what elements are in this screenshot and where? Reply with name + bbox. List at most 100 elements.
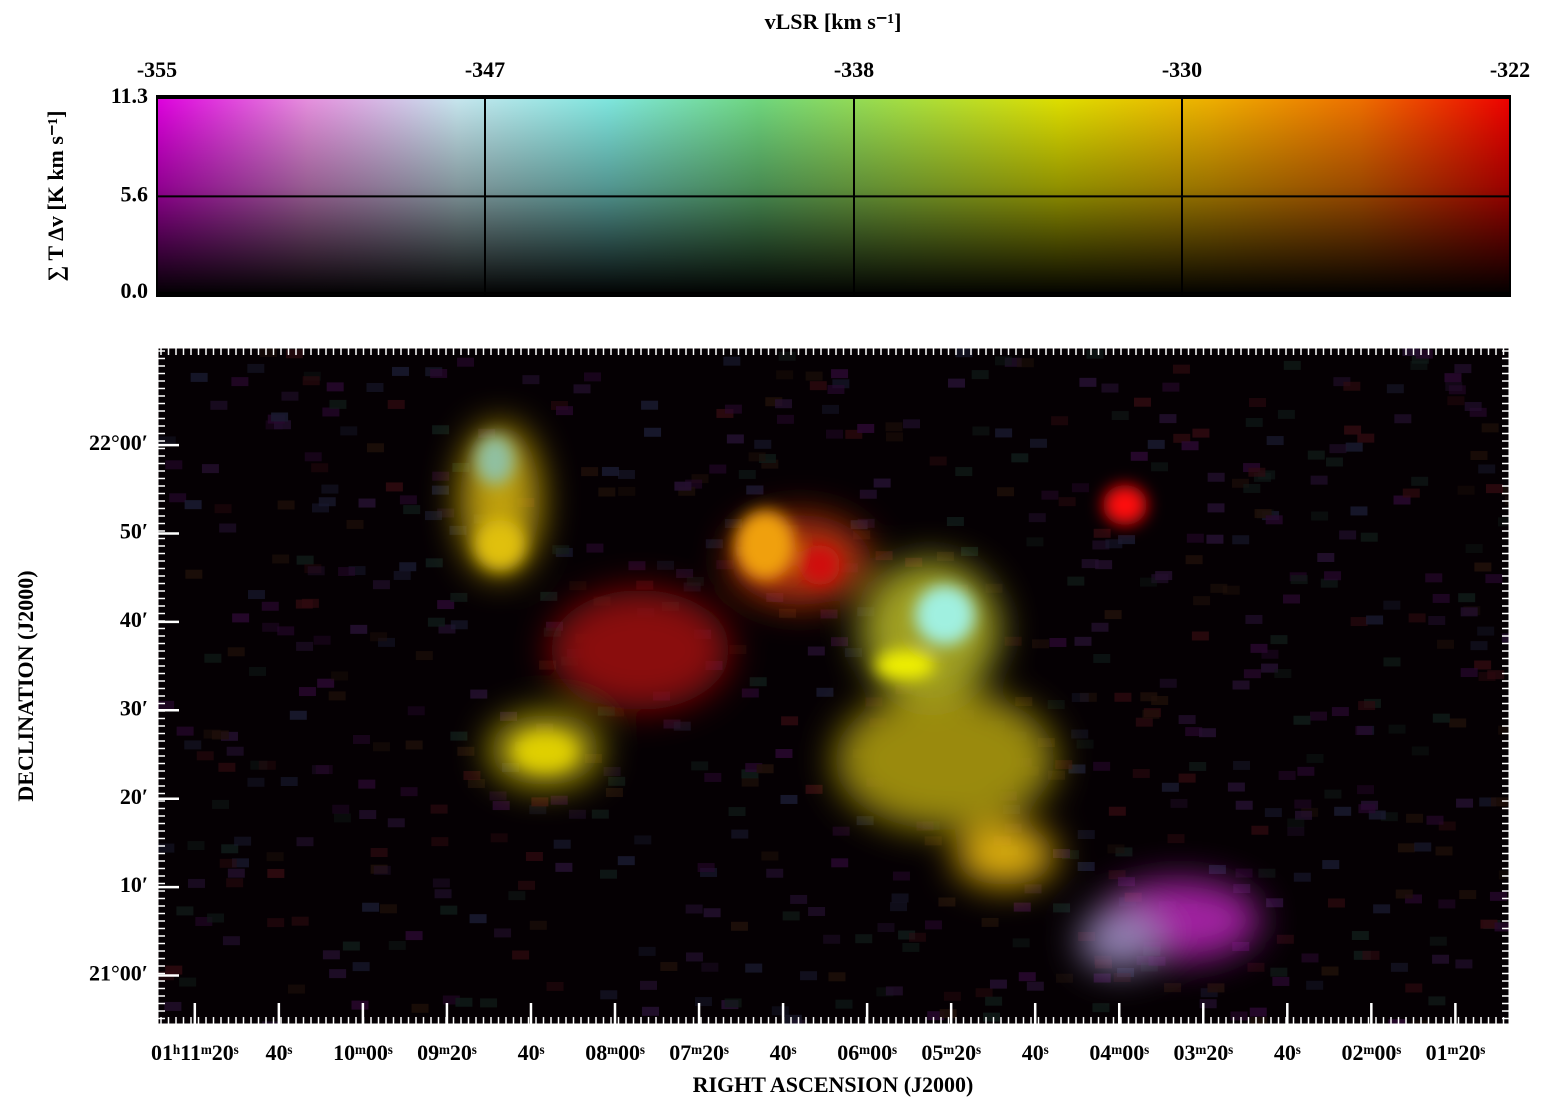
image-noise-pixel xyxy=(1029,513,1046,522)
image-noise-pixel xyxy=(779,352,796,361)
image-noise-pixel xyxy=(1015,697,1032,706)
image-noise-pixel xyxy=(1310,712,1327,721)
image-noise-pixel xyxy=(392,367,409,376)
image-noise-pixel xyxy=(219,524,236,533)
image-noise-pixel xyxy=(1339,530,1356,539)
image-noise-pixel xyxy=(399,562,416,571)
image-noise-pixel xyxy=(930,456,947,465)
image-noise-pixel xyxy=(522,375,539,384)
image-noise-pixel xyxy=(1168,834,1185,843)
image-noise-pixel xyxy=(1250,1008,1267,1017)
image-noise-pixel xyxy=(831,637,848,646)
image-noise-pixel xyxy=(972,426,989,435)
image-noise-pixel xyxy=(1133,769,1150,778)
image-noise-pixel xyxy=(262,623,279,632)
image-noise-pixel xyxy=(440,906,457,915)
image-noise-pixel xyxy=(1362,951,1379,960)
image-noise-pixel xyxy=(569,810,586,819)
image-noise-pixel xyxy=(412,1004,429,1013)
image-noise-pixel xyxy=(428,618,445,627)
image-noise-pixel xyxy=(292,917,309,926)
image-noise-pixel xyxy=(1082,559,1099,568)
image-noise-pixel xyxy=(340,426,357,435)
image-noise-pixel xyxy=(331,671,348,680)
y-tick-label: 22°00′ xyxy=(89,430,148,455)
image-noise-pixel xyxy=(451,620,468,629)
image-noise-pixel xyxy=(1414,843,1431,852)
image-noise-pixel xyxy=(634,835,651,844)
colorbar-x-tick-label: -330 xyxy=(1162,57,1202,82)
image-noise-pixel xyxy=(1355,726,1372,735)
image-noise-pixel xyxy=(1324,790,1341,799)
image-noise-pixel xyxy=(1134,398,1151,407)
image-noise-pixel xyxy=(212,731,229,740)
image-noise-pixel xyxy=(401,787,418,796)
image-noise-pixel xyxy=(1118,877,1135,886)
image-noise-pixel xyxy=(1207,983,1224,992)
image-noise-pixel xyxy=(389,941,406,950)
image-noise-pixel xyxy=(855,934,872,943)
image-noise-pixel xyxy=(1246,418,1263,427)
image-noise-pixel xyxy=(350,625,367,634)
image-noise-pixel xyxy=(1101,384,1118,393)
image-noise-pixel xyxy=(772,1006,789,1015)
image-noise-pixel xyxy=(676,569,693,578)
x-tick-label: 40ˢ xyxy=(265,1040,292,1065)
image-noise-pixel xyxy=(1032,639,1049,648)
image-noise-pixel xyxy=(187,841,204,850)
image-noise-pixel xyxy=(1294,800,1311,809)
x-tick-label: 08ᵐ00ˢ xyxy=(585,1040,645,1065)
image-noise-pixel xyxy=(1430,937,1447,946)
image-noise-pixel xyxy=(303,376,320,385)
image-noise-pixel xyxy=(262,602,279,611)
image-noise-pixel xyxy=(729,645,746,654)
image-noise-pixel xyxy=(749,452,766,461)
image-noise-pixel xyxy=(338,567,355,576)
image-noise-pixel xyxy=(1287,818,1304,827)
image-noise-pixel xyxy=(723,357,740,366)
image-noise-pixel xyxy=(1151,462,1168,471)
image-noise-pixel xyxy=(1243,484,1260,493)
image-noise-pixel xyxy=(1193,596,1210,605)
image-noise-pixel xyxy=(1059,497,1076,506)
image-noise-pixel xyxy=(976,988,993,997)
image-noise-pixel xyxy=(526,852,543,861)
image-noise-pixel xyxy=(1287,827,1304,836)
image-noise-pixel xyxy=(1358,804,1375,813)
image-noise-pixel xyxy=(618,487,635,496)
image-noise-pixel xyxy=(1247,963,1264,972)
x-tick-label: 03ᵐ20ˢ xyxy=(1173,1040,1233,1065)
image-noise-pixel xyxy=(731,922,748,931)
image-noise-pixel xyxy=(425,511,442,520)
x-tick-label: 40ˢ xyxy=(518,1040,545,1065)
image-noise-pixel xyxy=(1274,669,1291,678)
image-noise-pixel xyxy=(827,385,844,394)
image-noise-pixel xyxy=(1056,974,1073,983)
image-noise-pixel xyxy=(1409,613,1426,622)
image-noise-pixel xyxy=(277,626,294,635)
image-noise-pixel xyxy=(1189,762,1206,771)
image-noise-pixel xyxy=(311,463,328,472)
image-noise-pixel xyxy=(457,747,474,756)
image-noise-pixel xyxy=(1459,890,1476,899)
image-noise-pixel xyxy=(1343,382,1360,391)
image-noise-pixel xyxy=(426,558,443,567)
image-noise-pixel xyxy=(388,400,405,409)
image-noise-pixel xyxy=(581,467,598,476)
image-noise-pixel xyxy=(267,918,284,927)
image-noise-pixel xyxy=(212,800,229,809)
image-noise-pixel xyxy=(343,942,360,951)
image-noise-pixel xyxy=(1350,506,1367,515)
image-noise-pixel xyxy=(1208,473,1225,482)
image-noise-pixel xyxy=(701,963,718,972)
image-noise-pixel xyxy=(674,482,691,491)
image-noise-pixel xyxy=(706,539,723,548)
image-noise-pixel xyxy=(1107,844,1124,853)
image-noise-pixel xyxy=(1077,740,1094,749)
image-noise-pixel xyxy=(938,897,955,906)
image-noise-pixel xyxy=(598,707,615,716)
image-noise-pixel xyxy=(750,677,767,686)
image-noise-pixel xyxy=(1094,529,1111,538)
image-noise-pixel xyxy=(433,878,450,887)
image-noise-pixel xyxy=(530,921,547,930)
